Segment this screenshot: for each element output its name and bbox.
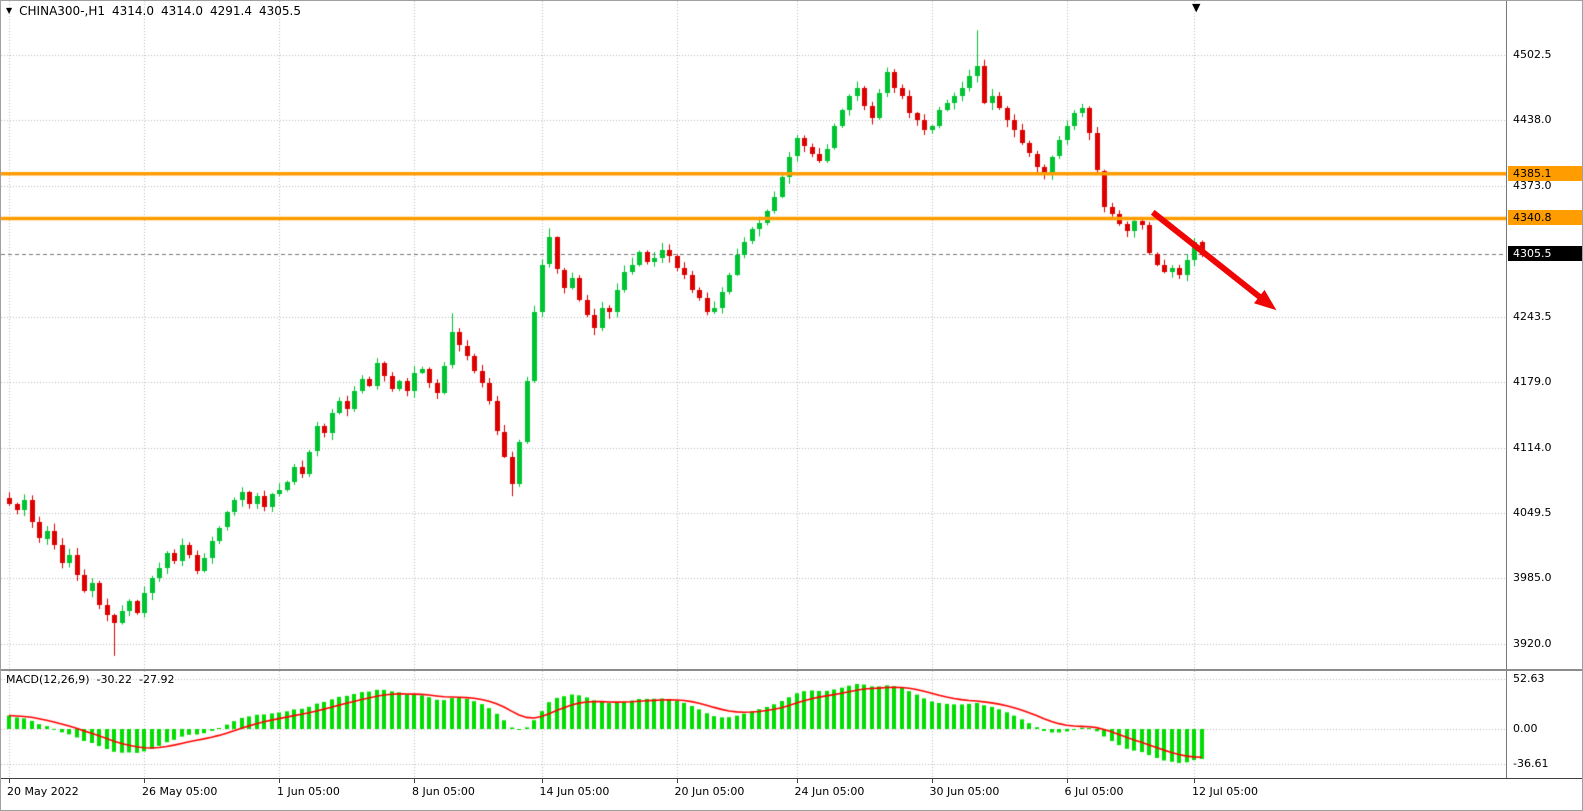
price-tick-label: 3920.0 xyxy=(1513,636,1552,650)
price-tick-label: 4179.0 xyxy=(1513,374,1552,388)
price-tick-label: 3985.0 xyxy=(1513,571,1552,585)
price-tick-label: 4502.5 xyxy=(1513,48,1552,62)
time-tick-mark xyxy=(932,779,933,783)
price-tick-label: 4049.5 xyxy=(1513,505,1552,519)
time-tick-mark xyxy=(414,779,415,783)
current-price-tag: 4305.5 xyxy=(1508,246,1582,262)
time-tick-label: 20 Jun 05:00 xyxy=(674,785,745,798)
panel-divider[interactable] xyxy=(1,669,1582,671)
time-tick-mark xyxy=(797,779,798,783)
time-axis-divider xyxy=(1,778,1582,779)
time-tick-mark xyxy=(677,779,678,783)
macd-indicator-canvas[interactable] xyxy=(1,671,1506,778)
time-tick-mark xyxy=(9,779,10,783)
price-tick-label: 4438.0 xyxy=(1513,113,1552,127)
time-tick-mark xyxy=(144,779,145,783)
macd-value-signal: -27.92 xyxy=(139,673,175,686)
time-tick-label: 30 Jun 05:00 xyxy=(929,785,1000,798)
macd-tick-label: 0.00 xyxy=(1513,722,1538,735)
price-tick-label: 4243.5 xyxy=(1513,309,1552,323)
macd-axis: 52.63 0.00 -36.61 xyxy=(1506,671,1582,778)
time-axis[interactable]: 20 May 2022 26 May 05:00 1 Jun 05:00 8 Jun … xyxy=(1,779,1582,810)
trend-arrow-annotation[interactable] xyxy=(1,1,1506,669)
time-tick-label: 1 Jun 05:00 xyxy=(277,785,340,798)
time-tick-label: 24 Jun 05:00 xyxy=(794,785,865,798)
ohlc-low-value: 4291.4 xyxy=(210,4,252,18)
macd-tick-label: 52.63 xyxy=(1513,672,1545,685)
ohlc-close-value: 4305.5 xyxy=(259,4,301,18)
time-tick-mark xyxy=(542,779,543,783)
candlestick-chart-canvas[interactable] xyxy=(1,1,1506,669)
symbol-info-bar: ▼ CHINA300-,H1 4314.0 4314.0 4291.4 4305… xyxy=(6,4,301,18)
ohlc-open-value: 4314.0 xyxy=(112,4,154,18)
macd-tick-label: -36.61 xyxy=(1513,756,1549,770)
price-level-tag: 4385.1 xyxy=(1508,165,1582,181)
symbol-timeframe-label: CHINA300-,H1 xyxy=(19,4,105,18)
ohlc-high-value: 4314.0 xyxy=(161,4,203,18)
price-tick-label: 4114.0 xyxy=(1513,440,1552,454)
time-tick-mark xyxy=(279,779,280,783)
macd-indicator-header: MACD(12,26,9) -30.22 -27.92 xyxy=(6,673,174,686)
time-tick-label: 6 Jul 05:00 xyxy=(1064,785,1124,798)
time-tick-label: 20 May 2022 xyxy=(7,785,79,798)
macd-indicator-label: MACD(12,26,9) xyxy=(6,673,90,686)
price-axis[interactable]: 4502.5 4438.0 4373.0 4243.5 4179.0 4114.0 4049… xyxy=(1506,1,1582,669)
price-level-tag: 4340.8 xyxy=(1508,210,1582,226)
time-tick-label: 8 Jun 05:00 xyxy=(412,785,475,798)
price-tick-label: 4373.0 xyxy=(1513,178,1552,192)
time-tick-mark xyxy=(1194,779,1195,783)
time-tick-label: 12 Jul 05:00 xyxy=(1192,785,1258,798)
macd-value-main: -30.22 xyxy=(96,673,133,686)
time-tick-label: 26 May 05:00 xyxy=(142,785,218,798)
symbol-marker-icon: ▼ xyxy=(6,6,13,15)
chart-shift-marker-icon[interactable]: ▼ xyxy=(1192,1,1201,14)
time-tick-mark xyxy=(1067,779,1068,783)
time-tick-label: 14 Jun 05:00 xyxy=(539,785,610,798)
